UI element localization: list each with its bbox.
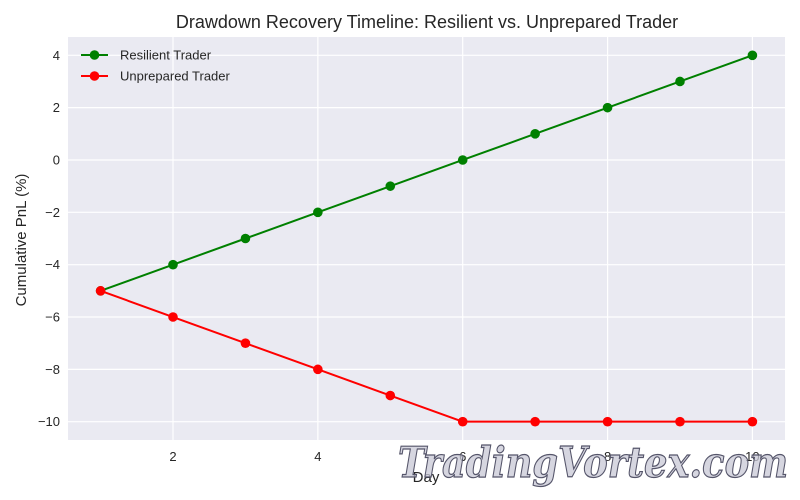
y-axis-label: Cumulative PnL (%) (13, 174, 30, 307)
data-point (747, 50, 758, 61)
x-axis-label: Day (413, 469, 440, 486)
legend-marker (89, 50, 100, 60)
data-point (457, 155, 468, 165)
series-1 (95, 286, 758, 427)
data-point (675, 76, 685, 87)
data-point (602, 416, 613, 427)
series-group (95, 50, 758, 427)
watermark-text: TradingVortex.com (398, 438, 788, 487)
y-tick-label: −2 (45, 205, 60, 220)
y-tick-label: −8 (45, 362, 60, 377)
y-tick-label: 0 (53, 152, 60, 167)
legend-label: Resilient Trader (120, 48, 212, 63)
data-point (457, 416, 468, 427)
series-line (100, 289, 753, 423)
data-point (530, 416, 540, 427)
y-tick-label: −10 (38, 414, 60, 429)
data-point (240, 233, 251, 244)
legend-label: Unprepared Trader (120, 69, 231, 84)
y-tick-label: 2 (53, 100, 60, 115)
data-point (168, 312, 178, 322)
tick-labels: 2 4 6 8 10 −10 −8 −6 −4 −2 0 2 4 (38, 48, 760, 464)
plot-area (68, 37, 785, 440)
data-point (313, 364, 323, 375)
watermark: TradingVortex.com (397, 437, 788, 487)
x-tick-label: 6 (459, 449, 466, 464)
x-tick-label: 4 (314, 449, 321, 464)
series-line (100, 54, 753, 292)
data-point (313, 207, 323, 218)
data-point (385, 181, 396, 191)
data-point (747, 416, 758, 427)
legend-item: Unprepared Trader (81, 69, 231, 84)
data-point (168, 259, 178, 270)
legend: Resilient Trader Unprepared Trader (81, 48, 231, 84)
x-tick-label: 2 (169, 449, 176, 464)
y-tick-label: −6 (45, 310, 60, 325)
y-tick-label: 4 (53, 48, 60, 63)
legend-marker (89, 71, 100, 81)
data-point (95, 286, 106, 296)
legend-item: Resilient Trader (81, 48, 212, 63)
data-point (530, 129, 540, 139)
chart-title: Drawdown Recovery Timeline: Resilient vs… (176, 12, 678, 32)
data-point (602, 102, 613, 113)
gridlines (68, 37, 785, 440)
y-tick-label: −4 (45, 257, 60, 272)
x-tick-label: 8 (604, 449, 611, 464)
data-point (385, 390, 396, 401)
data-point (240, 338, 251, 348)
x-tick-label: 10 (745, 449, 759, 464)
data-point (675, 416, 685, 427)
